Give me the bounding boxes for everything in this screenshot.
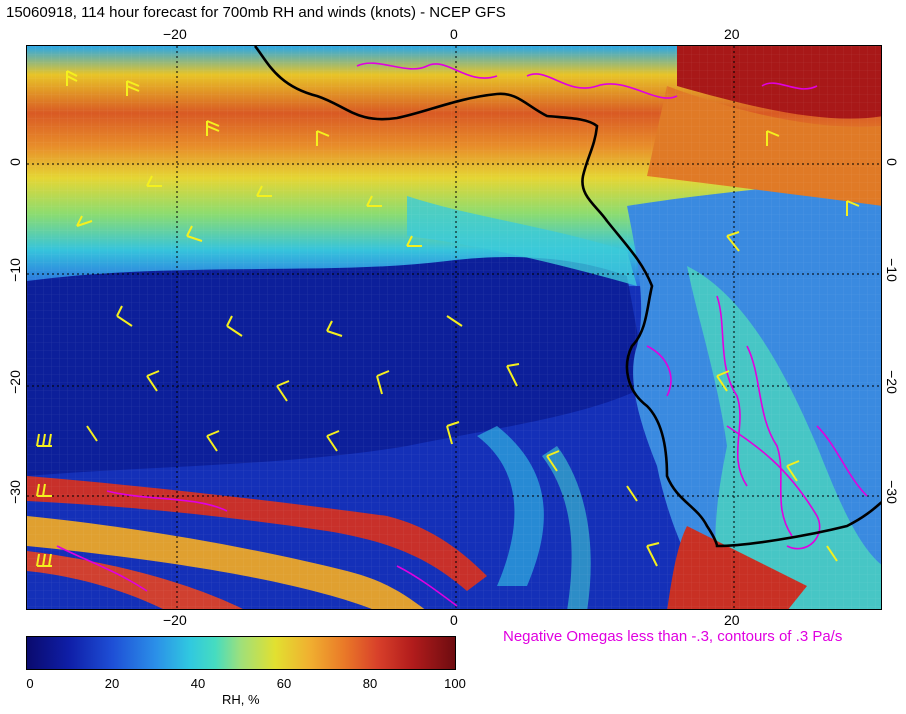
bottom-lon-tick-0: 0 xyxy=(450,612,458,628)
wind-barb xyxy=(326,430,340,452)
wind-barb xyxy=(846,200,860,216)
left-lat-tick-0: 0 xyxy=(7,158,23,166)
wind-barb xyxy=(86,425,98,442)
wind-barb xyxy=(206,430,220,452)
colorbar-tick-60: 60 xyxy=(276,676,292,691)
omega-contour-1 xyxy=(356,62,498,79)
map-canvas xyxy=(27,46,881,609)
right-lat-tick-30s: −30 xyxy=(884,480,900,504)
wind-barb xyxy=(406,235,422,247)
left-lat-tick-20s: −20 xyxy=(7,370,23,394)
omega-contour-7 xyxy=(106,490,228,512)
wind-barb xyxy=(116,305,133,327)
wind-barb xyxy=(326,320,343,337)
left-lat-tick-30s: −30 xyxy=(7,480,23,504)
wind-barb xyxy=(66,70,78,86)
right-lat-tick-0: 0 xyxy=(884,158,900,166)
omega-contour-8 xyxy=(56,545,148,592)
colorbar-tick-80: 80 xyxy=(362,676,378,691)
wind-barb xyxy=(376,370,390,395)
omega-contours xyxy=(56,62,868,607)
top-lon-tick-e20: 20 xyxy=(724,26,740,42)
omega-contour-4 xyxy=(746,345,793,537)
wind-barb xyxy=(256,185,272,197)
wind-barb xyxy=(826,545,838,562)
wind-barb xyxy=(366,195,382,207)
map-title: 15060918, 114 hour forecast for 700mb RH… xyxy=(6,4,506,21)
graticule xyxy=(27,46,881,609)
top-lon-tick-0: 0 xyxy=(450,26,458,42)
colorbar-tick-20: 20 xyxy=(104,676,120,691)
wind-barb xyxy=(126,80,140,96)
omega-contour-10 xyxy=(816,425,868,497)
wind-barb xyxy=(316,130,330,146)
wind-barb xyxy=(786,460,800,482)
omega-contour-2 xyxy=(526,73,678,99)
wind-barb xyxy=(506,363,520,387)
right-lat-tick-20s: −20 xyxy=(884,370,900,394)
omega-contour-3 xyxy=(716,295,748,487)
colorbar-label: RH, % xyxy=(222,692,260,707)
wind-barb xyxy=(716,370,730,392)
wind-barb xyxy=(36,553,52,567)
left-lat-tick-10s: −10 xyxy=(7,258,23,282)
right-lat-tick-10s: −10 xyxy=(884,258,900,282)
wind-barb xyxy=(646,542,660,567)
wind-barb xyxy=(146,370,160,392)
omega-note: Negative Omegas less than -.3, contours … xyxy=(503,628,843,645)
wind-barb xyxy=(36,433,52,447)
wind-barbs xyxy=(36,70,860,567)
data-grid-texture xyxy=(27,46,881,609)
omega-contour-5 xyxy=(726,425,821,550)
omega-contour-9 xyxy=(396,565,458,607)
bottom-lon-tick-w20: −20 xyxy=(163,612,187,628)
wind-barb xyxy=(726,231,740,252)
rh-colorbar xyxy=(26,636,456,670)
colorbar-tick-100: 100 xyxy=(444,676,466,691)
wind-barb xyxy=(446,421,460,445)
colorbar-tick-0: 0 xyxy=(26,676,34,691)
bottom-lon-tick-e20: 20 xyxy=(724,612,740,628)
wind-barb xyxy=(36,483,52,497)
wind-barb xyxy=(626,485,638,502)
coastline xyxy=(253,46,881,548)
wind-barb xyxy=(206,120,220,136)
wind-barb xyxy=(146,175,162,187)
wind-barb xyxy=(546,450,560,472)
colorbar-tick-40: 40 xyxy=(190,676,206,691)
wind-barb xyxy=(76,215,93,227)
wind-barb xyxy=(226,315,243,337)
rh-wind-map xyxy=(26,45,882,610)
omega-contour-6 xyxy=(646,345,672,397)
wind-barb xyxy=(766,130,780,146)
wind-barb xyxy=(276,380,290,402)
wind-barb xyxy=(186,225,203,242)
omega-contour-11 xyxy=(761,82,818,90)
top-lon-tick-w20: −20 xyxy=(163,26,187,42)
wind-barb xyxy=(446,315,463,327)
